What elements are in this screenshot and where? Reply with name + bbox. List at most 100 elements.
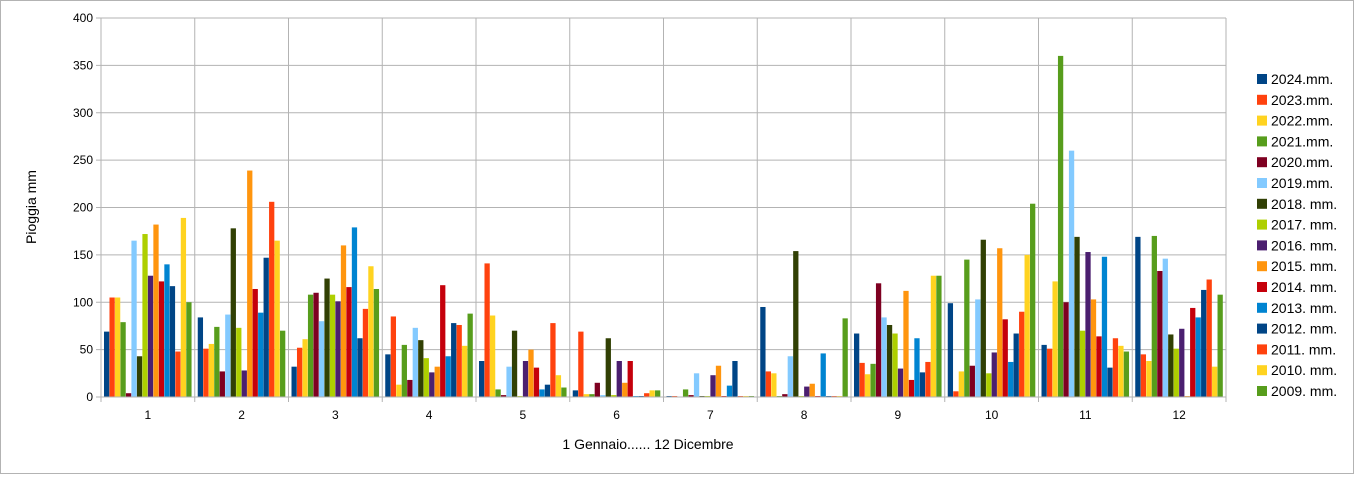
bar: [953, 391, 959, 397]
bar: [462, 345, 468, 397]
bar: [368, 266, 374, 397]
bar: [561, 387, 567, 397]
bar: [600, 395, 606, 397]
bar: [1140, 354, 1147, 397]
y-axis-title: Pioggia mm: [23, 170, 39, 244]
x-tick-label: 1: [145, 408, 152, 422]
bar: [1024, 254, 1030, 398]
bar: [578, 331, 584, 397]
x-tick-label: 9: [895, 408, 902, 422]
bar: [544, 384, 551, 397]
bar: [1151, 235, 1157, 397]
y-tick-label: 200: [73, 201, 93, 215]
bar: [616, 361, 622, 397]
x-tick-label: 4: [426, 408, 433, 422]
bar: [351, 227, 358, 397]
legend-label: 2013. mm.: [1271, 300, 1337, 316]
bar: [649, 390, 655, 397]
bar: [489, 315, 496, 397]
bar: [274, 240, 280, 397]
bar: [688, 395, 694, 397]
bars-layer: [104, 55, 1223, 398]
bar: [429, 372, 435, 397]
legend-swatch: [1257, 198, 1267, 209]
bar: [583, 394, 589, 397]
legend-label: 2019.mm.: [1271, 175, 1333, 191]
bar: [903, 290, 909, 397]
legend-swatch: [1257, 157, 1267, 168]
bar: [362, 308, 369, 397]
bar: [296, 347, 303, 397]
bar: [881, 317, 887, 397]
x-tick-label: 11: [1079, 408, 1092, 422]
bar: [820, 353, 826, 397]
bar: [142, 234, 148, 397]
bar: [1101, 256, 1108, 397]
bar: [1002, 319, 1008, 397]
bar: [655, 390, 661, 397]
bar: [715, 365, 722, 397]
y-tick-label: 300: [73, 106, 93, 120]
bar: [760, 306, 766, 397]
bar: [506, 366, 512, 397]
bar: [1201, 289, 1207, 397]
bar: [589, 394, 595, 397]
bar: [897, 368, 904, 397]
bar: [936, 275, 942, 397]
bar: [732, 361, 738, 397]
bar: [1179, 328, 1185, 397]
bar: [1013, 333, 1019, 397]
bar: [219, 371, 225, 397]
bar: [1146, 361, 1152, 397]
bar: [622, 382, 628, 397]
bar: [451, 323, 457, 397]
bar: [186, 302, 192, 397]
bar: [539, 389, 545, 397]
y-tick-label: 250: [73, 153, 93, 167]
bar: [324, 278, 330, 397]
y-tick-label: 100: [73, 295, 93, 309]
x-tick-label: 3: [332, 408, 339, 422]
bar: [710, 375, 716, 397]
bar: [1008, 361, 1014, 397]
bar: [809, 383, 815, 397]
x-tick-label: 7: [707, 408, 714, 422]
y-tick-label: 50: [80, 343, 94, 357]
legend-swatch: [1257, 365, 1267, 376]
bar: [1068, 150, 1075, 397]
bar: [158, 281, 165, 397]
legend-label: 2012. mm.: [1271, 321, 1337, 337]
bar: [1157, 270, 1163, 397]
bar: [793, 251, 799, 397]
bar: [313, 292, 319, 397]
legend-swatch: [1257, 178, 1267, 188]
bar: [247, 170, 253, 397]
bar: [682, 389, 689, 397]
bar: [291, 366, 297, 397]
bar: [258, 312, 264, 397]
bar: [335, 301, 341, 397]
bar: [329, 294, 336, 397]
bar: [1190, 307, 1196, 397]
bar: [859, 362, 865, 397]
bar: [787, 356, 793, 397]
bar: [214, 326, 220, 397]
bar: [418, 340, 424, 397]
bar: [479, 361, 485, 397]
bar: [434, 366, 440, 397]
bar: [445, 356, 451, 397]
bar: [1123, 351, 1130, 397]
bar: [1019, 311, 1025, 397]
bar: [1118, 345, 1124, 397]
bar: [1052, 281, 1058, 397]
bar: [236, 327, 242, 397]
bar: [385, 354, 391, 397]
bar: [572, 390, 579, 397]
legend-swatch: [1257, 261, 1267, 272]
bar: [467, 313, 473, 397]
bar: [693, 373, 700, 397]
bar: [1162, 258, 1168, 397]
bar: [969, 365, 975, 397]
bar: [726, 385, 733, 397]
